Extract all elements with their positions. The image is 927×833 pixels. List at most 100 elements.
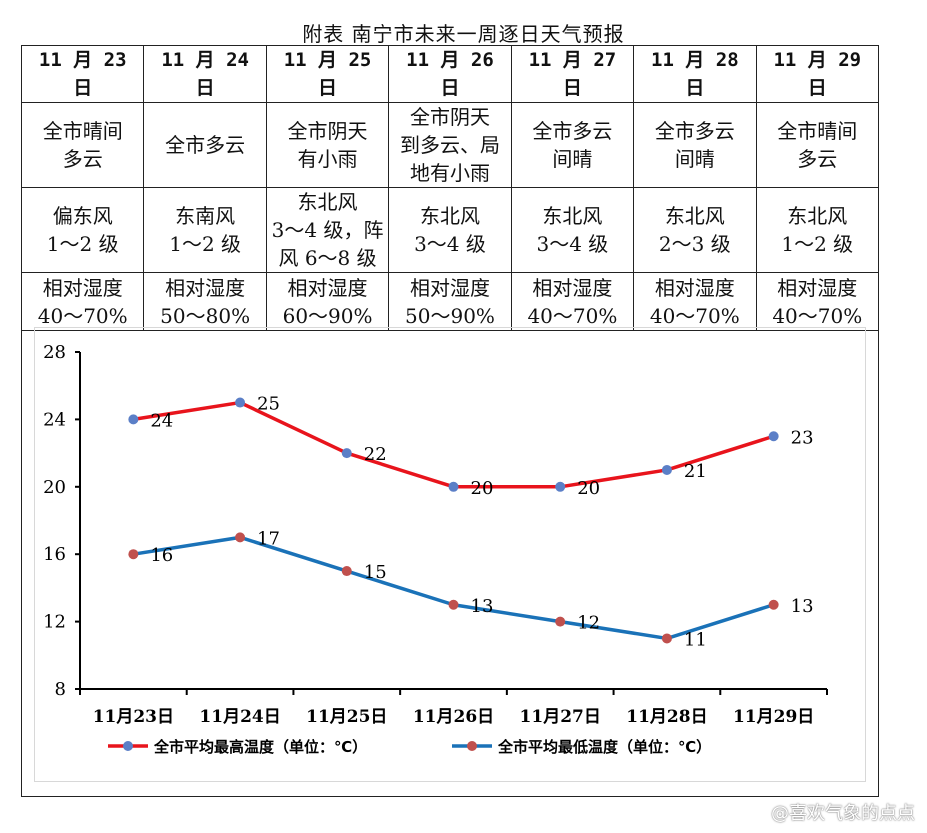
x-tick-label: 11月24日: [199, 707, 280, 727]
y-tick-label: 28: [43, 342, 66, 363]
weather-text: 间晴: [552, 147, 593, 171]
humidity-cell: 相对湿度 60～90%: [265, 272, 390, 331]
wind-cell: 偏东风 1～2 级: [20, 187, 145, 273]
x-tick-label: 11月27日: [520, 707, 601, 727]
data-point: [448, 481, 459, 492]
date-cell: 11 月 26 日: [388, 45, 512, 103]
data-point: [448, 599, 459, 610]
data-label: 17: [257, 528, 280, 549]
date-text: 11 月 23 日: [38, 49, 127, 99]
y-tick-label: 12: [43, 612, 66, 633]
wind-text: 1～2 级: [46, 232, 119, 256]
wind-cell: 东北风 2～3 级: [633, 187, 757, 273]
humidity-text: 相对湿度: [409, 275, 490, 300]
humidity-text: 相对湿度: [532, 275, 613, 300]
humidity-cell: 相对湿度 50～80%: [143, 272, 267, 331]
date-cell: 11 月 23 日: [20, 45, 145, 103]
wind-cell: 东北风 3～4 级: [388, 187, 512, 273]
wind-text: 东北风: [419, 204, 480, 228]
y-tick-label: 8: [55, 679, 66, 700]
humidity-cell: 相对湿度 40～70%: [20, 272, 145, 331]
wind-text: 东北风: [787, 204, 848, 228]
weather-cell: 全市多云 间晴: [510, 102, 635, 188]
data-point: [235, 532, 246, 543]
data-point: [128, 414, 139, 425]
y-tick-label: 20: [43, 477, 66, 498]
wind-text: 东北风: [542, 204, 603, 228]
data-label: 23: [791, 427, 814, 448]
weather-text: 有小雨: [297, 147, 358, 171]
humidity-cell: 相对湿度 40～70%: [510, 272, 635, 331]
data-point: [768, 599, 779, 610]
wind-cell: 东南风 1～2 级: [143, 187, 267, 273]
series-line-1: [133, 400, 775, 489]
data-point: [235, 397, 246, 408]
data-label: 11: [684, 629, 707, 650]
wind-text: 3～4 级: [414, 232, 486, 256]
data-label: 15: [364, 562, 387, 583]
y-tick-label: 24: [43, 409, 66, 430]
chart-container: [21, 315, 879, 797]
x-tick-label: 11月25日: [306, 707, 387, 727]
date-text: 11 月 25 日: [283, 49, 372, 99]
weather-cell: 全市多云: [143, 102, 267, 188]
wind-text: 东北风: [664, 204, 725, 228]
data-label: 20: [471, 478, 494, 499]
weather-text: 全市晴间: [777, 119, 858, 143]
humidity-cell: 相对湿度 50～90%: [388, 272, 512, 331]
date-row: 11 月 23 日 11 月 24 日 11 月 25 日 11 月 26 日 11 月…: [20, 45, 880, 103]
data-label: 25: [257, 394, 280, 415]
weather-text: 多云: [797, 147, 838, 171]
humidity-row: 相对湿度 40～70% 相对湿度 50～80% 相对湿度 60～90% 相对湿度 50～90%…: [20, 272, 880, 331]
data-point: [555, 616, 566, 627]
data-label: 16: [150, 545, 173, 566]
data-label: 13: [471, 596, 494, 617]
weather-text: 到多云、局: [399, 133, 500, 157]
date-cell: 11 月 25 日: [265, 45, 390, 103]
x-tick-label: 11月26日: [413, 707, 494, 727]
data-point: [661, 464, 672, 475]
humidity-text: 相对湿度: [777, 275, 858, 300]
weather-text: 全市阴天: [409, 105, 490, 129]
humidity-text: 40～70%: [772, 303, 863, 328]
x-tick-label: 11月29日: [733, 707, 814, 727]
weather-text: 全市晴间: [42, 119, 123, 143]
humidity-text: 40～70%: [37, 303, 128, 328]
weather-cell: 全市阴天到多云、局地有小雨: [388, 102, 512, 188]
data-point: [555, 481, 566, 492]
data-point: [768, 431, 779, 442]
chart-plot-frame: [34, 327, 866, 782]
weather-text: 间晴: [674, 147, 715, 171]
watermark: @喜欢气象的点点: [771, 803, 915, 824]
data-label: 22: [364, 444, 387, 465]
date-text: 11 月 28 日: [651, 49, 739, 99]
weather-text: 全市多云: [532, 119, 613, 143]
wind-text: 3～4 级: [536, 232, 609, 256]
data-label: 21: [684, 461, 707, 482]
wind-cell: 东北风 3～4 级，阵风 6～8 级: [265, 187, 390, 273]
humidity-text: 相对湿度: [42, 275, 123, 300]
legend-marker: [467, 741, 477, 751]
legend-label: 全市平均最低温度（单位：℃）: [497, 738, 711, 756]
wind-text: 风 6～8 级: [278, 246, 377, 270]
humidity-text: 40～70%: [649, 303, 740, 328]
weather-text: 全市阴天: [287, 119, 368, 143]
weather-text: 地有小雨: [409, 161, 490, 185]
humidity-text: 40～70%: [527, 303, 618, 328]
legend-marker: [123, 741, 133, 751]
page-title: 附表 南宁市未来一周逐日天气预报: [302, 22, 625, 46]
date-text: 11 月 24 日: [161, 49, 249, 99]
wind-text: 偏东风: [52, 204, 113, 228]
data-point: [661, 633, 672, 644]
data-point: [341, 448, 352, 459]
date-text: 11 月 29 日: [773, 49, 862, 99]
series-line-2: [133, 535, 775, 641]
humidity-text: 相对湿度: [165, 275, 246, 300]
wind-text: 东北风: [297, 190, 358, 214]
wind-text: 2～3 级: [658, 232, 731, 256]
humidity-text: 50～80%: [160, 303, 251, 328]
date-cell: 11 月 29 日: [755, 45, 880, 103]
weather-text: 多云: [62, 147, 103, 171]
humidity-text: 60～90%: [282, 303, 373, 328]
